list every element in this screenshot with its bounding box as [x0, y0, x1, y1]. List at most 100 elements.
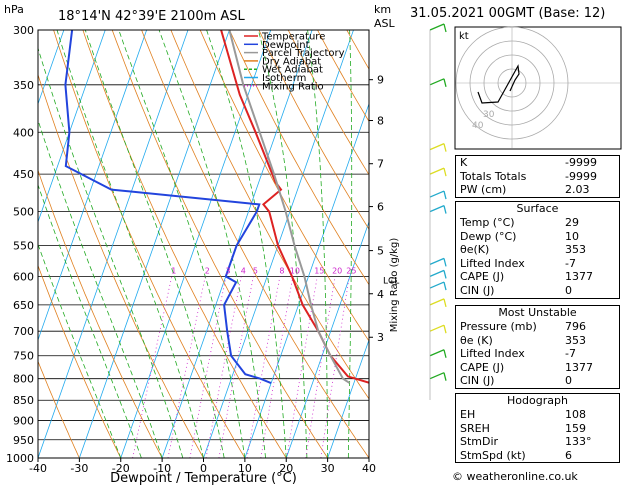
most-unstable-label: CAPE (J): [460, 360, 505, 374]
surface-row: CIN (J) 0: [456, 284, 619, 298]
hodograph-table-box: Hodograph EH 108 SREH 159 StmDir 133° StmSpd (…: [455, 393, 620, 464]
wet-adiabat: [38, 46, 184, 458]
pressure-tick-label: 800: [13, 373, 34, 386]
isotherm: [244, 102, 369, 458]
wind-barb-flag: [443, 325, 447, 334]
legend-label: Isotherm: [262, 73, 306, 84]
axes: 1 2 3 4 5 8 10 15 20 2530035040045050055060065070…: [4, 3, 400, 486]
mixing-ratio-label: 4: [241, 266, 246, 275]
wind-barb: [429, 23, 445, 31]
hodograph-param-value: 159: [565, 421, 586, 435]
index-row: PW (cm) 2.03: [456, 183, 619, 197]
hodograph-frame: [454, 26, 622, 150]
wet-adiabat: [206, 30, 287, 458]
hodograph-ring-label: 40: [472, 121, 484, 131]
hpa-label: hPa: [4, 3, 24, 16]
mixing-ratio-line: [246, 276, 281, 458]
isotherm: [38, 30, 189, 458]
surface-value: -7: [565, 256, 576, 270]
wind-barb-flag: [443, 349, 447, 358]
temperature-tick-label: -20: [112, 462, 130, 475]
surface-label: Temp (°C): [460, 216, 515, 229]
temperature-tick-label: -10: [153, 462, 171, 475]
most-unstable-label: θe (K): [460, 333, 493, 347]
wind-barb-flag: [443, 298, 447, 308]
legend-label: Dewpoint: [262, 40, 310, 51]
most-unstable-box: Most Unstable Pressure (mb) 796 θe (K) 353 L…: [455, 305, 620, 389]
wind-barb: [429, 204, 445, 213]
datetime-label: 31.05.2021 00GMT (Base: 12): [410, 6, 606, 21]
wet-adiabat: [258, 30, 308, 458]
hodograph-param-label: EH: [460, 408, 476, 421]
wind-barb-flag: [443, 23, 447, 33]
mixing-ratio-label: 5: [253, 266, 258, 275]
wind-barb-flag: [443, 372, 447, 381]
mixing-ratio-line: [286, 276, 318, 458]
wet-adiabat: [118, 30, 246, 458]
hodograph-param-value: 6: [565, 448, 572, 462]
mixing-ratio-label: 2: [205, 266, 210, 275]
wind-barb-flag: [443, 205, 447, 214]
background-lines: [38, 30, 369, 458]
surface-label: CAPE (J): [460, 270, 505, 284]
dry-adiabat: [38, 168, 163, 458]
index-value: -9999: [565, 169, 597, 183]
isotherm: [78, 30, 230, 458]
surface-value: 0: [565, 283, 572, 297]
surface-row: Lifted Index -7: [456, 257, 619, 271]
surface-row: Temp (°C) 29: [456, 216, 619, 230]
wind-barbs: [429, 23, 447, 400]
temperature-tick-label: -40: [29, 462, 47, 475]
hodograph-param-row: EH 108: [456, 408, 619, 422]
most-unstable-value: 353: [565, 333, 586, 347]
dry-adiabat: [229, 30, 369, 286]
wind-barb-flag: [443, 143, 447, 152]
index-label: PW (cm): [460, 183, 507, 197]
temperature-tick-label: 10: [238, 462, 252, 475]
most-unstable-value: 0: [565, 374, 572, 388]
most-unstable-title: Most Unstable: [498, 306, 577, 319]
wet-adiabat: [347, 30, 353, 458]
profiles: [64, 30, 369, 385]
most-unstable-row: Pressure (mb) 796: [456, 320, 619, 334]
dry-adiabat: [38, 264, 122, 458]
wet-adiabat: [158, 30, 266, 458]
mixing-ratio-label: 15: [314, 266, 324, 275]
isotherm: [327, 338, 369, 458]
most-unstable-label: CIN (J): [460, 374, 495, 388]
height-tick-label: 6: [377, 201, 384, 214]
wind-barb-flag: [443, 78, 447, 87]
pressure-tick-label: 350: [13, 79, 34, 92]
index-value: 2.03: [565, 183, 590, 197]
wind-barb: [429, 281, 445, 289]
index-label: Totals Totals: [460, 169, 527, 183]
most-unstable-value: 1377: [565, 360, 593, 374]
dry-adiabat: [170, 30, 369, 400]
most-unstable-value: 796: [565, 320, 586, 333]
wet-adiabat: [56, 30, 204, 458]
pressure-tick-label: 700: [13, 325, 34, 338]
legend-label: Parcel Trajectory: [262, 48, 345, 59]
mixing-ratio-line: [132, 276, 173, 458]
wet-adiabat: [38, 118, 163, 458]
surface-value: 10: [565, 229, 579, 243]
isotherm: [38, 30, 65, 106]
surface-label: Lifted Index: [460, 256, 525, 270]
temperature-tick-label: 0: [200, 462, 207, 475]
surface-row: Dewp (°C) 10: [456, 230, 619, 244]
asl-label: ASL: [374, 17, 396, 30]
mixing-ratio-label: 25: [346, 266, 356, 275]
index-label: K: [460, 156, 468, 169]
mixing-ratio-line: [305, 276, 336, 458]
mixing-ratio-label: 3: [225, 266, 230, 275]
most-unstable-row: CIN (J) 0: [456, 374, 619, 388]
wind-barb: [429, 78, 445, 86]
pressure-tick-label: 900: [13, 415, 34, 428]
height-tick-label: 5: [377, 245, 384, 258]
dry-adiabat: [287, 30, 369, 176]
surface-row: θe(K) 353: [456, 243, 619, 257]
wind-barb-flag: [443, 167, 447, 177]
temperature-tick-label: 20: [279, 462, 293, 475]
